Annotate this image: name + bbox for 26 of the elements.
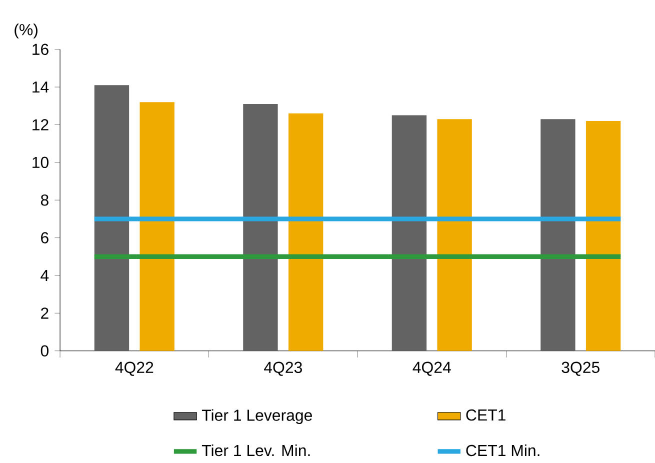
x-tick-label: 4Q22 xyxy=(115,362,154,376)
bar xyxy=(392,115,427,351)
x-tick-label: 3Q25 xyxy=(562,362,600,376)
bar xyxy=(288,113,324,351)
y-axis-title: (%) xyxy=(14,24,38,38)
y-tick-label: 8 xyxy=(40,194,48,206)
legend-label: CET1 xyxy=(466,409,506,421)
x-tick-label: 4Q24 xyxy=(412,362,451,376)
legend-label: Tier 1 Leverage xyxy=(202,409,312,424)
legend-label: CET1 Min. xyxy=(466,444,540,456)
bar xyxy=(243,104,278,351)
y-tick-label: 2 xyxy=(41,308,48,319)
bar xyxy=(437,119,472,351)
bar xyxy=(586,121,621,351)
y-tick-label: 16 xyxy=(32,44,48,56)
y-tick-label: 12 xyxy=(32,119,48,130)
bar xyxy=(140,102,174,351)
legend-label: Tier 1 Lev. Min. xyxy=(202,444,310,456)
bar xyxy=(94,85,130,351)
y-tick-label: 0 xyxy=(40,345,48,357)
x-tick-label: 4Q23 xyxy=(264,362,302,376)
y-tick-label: 6 xyxy=(41,232,48,244)
bar xyxy=(540,119,576,351)
y-tick-label: 14 xyxy=(32,82,49,93)
y-tick-label: 10 xyxy=(32,156,48,168)
y-tick-label: 4 xyxy=(40,270,49,281)
